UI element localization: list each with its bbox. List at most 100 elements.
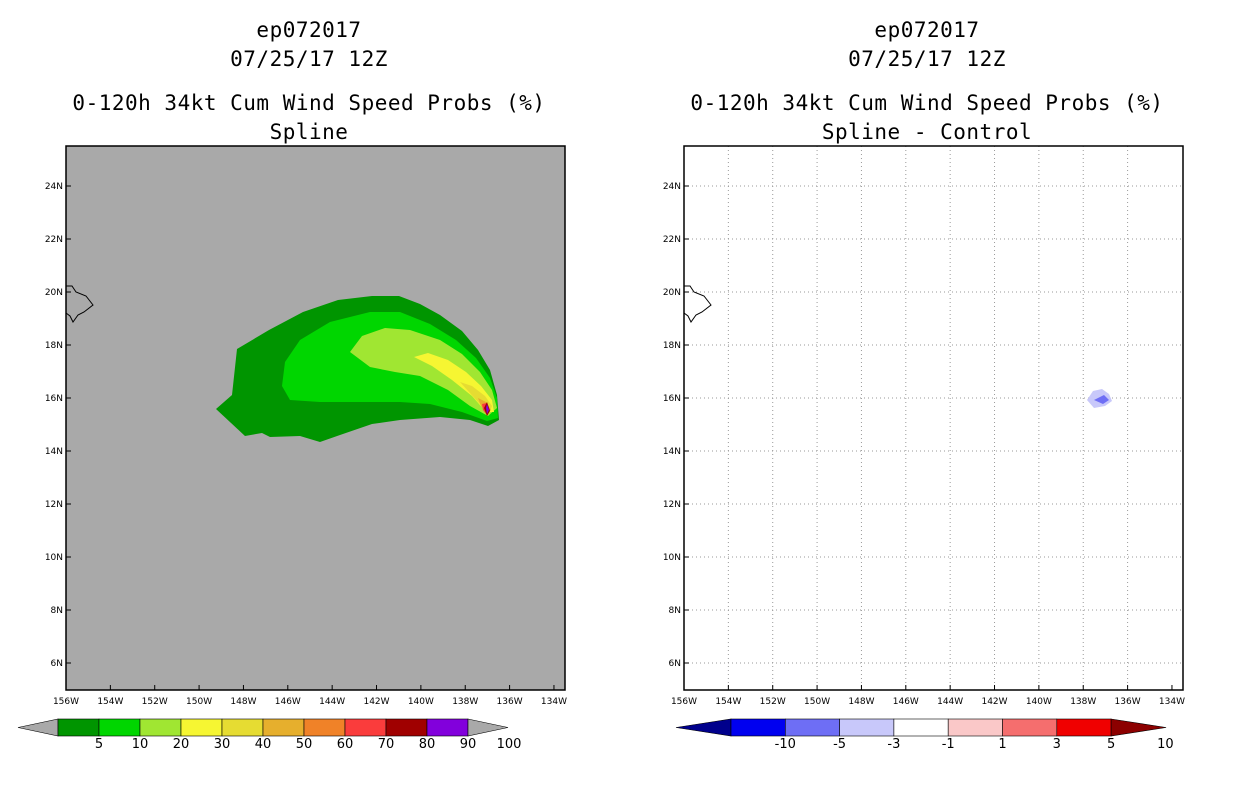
colorbar-label: -5 [833,737,846,752]
hawaii-coastline [65,285,94,323]
lat-tick-label: 22N [663,235,681,245]
map-title: 0-120h 34kt Cum Wind Speed Probs (%) [72,91,546,115]
forecast-datetime: 07/25/17 12Z [848,47,1006,71]
lon-tick-label: 154W [715,697,741,707]
lon-tick-label: 146W [893,697,919,707]
colorbar-label: 60 [337,737,354,752]
lat-tick-label: 14N [663,447,681,457]
lat-tick-label: 16N [45,394,63,404]
colorbar-label: 80 [419,737,436,752]
lat-tick-label: 8N [51,606,63,616]
difference-contours [1087,389,1112,408]
colorbar-label: 5 [95,737,103,752]
colorbar-label: -3 [887,737,900,752]
difference-map: 24N 22N 20N 18N 16N 14N 12N 10N 8N 6N 156W 154W 152… [663,145,1185,752]
colorbar-swatch [344,718,387,737]
probability-contours [216,296,499,442]
lat-tick-label: 24N [45,182,63,192]
lon-tick-label: 140W [408,697,434,707]
colorbar-swatch [303,718,346,737]
colorbar-high-arrow [467,718,509,737]
lat-tick-label: 8N [669,606,681,616]
lat-tick-label: 16N [663,394,681,404]
lat-tick-label: 14N [45,447,63,457]
colorbar-swatch [262,718,305,737]
lon-tick-label: 152W [760,697,786,707]
lat-tick-label: 6N [51,659,63,669]
lat-tick-label: 20N [663,288,681,298]
colorbar-swatch [385,718,428,737]
gridlines [684,146,1183,690]
colorbar-label: -1 [942,737,955,752]
contour-20 [350,328,497,416]
map-frame [65,145,566,691]
colorbar-label: 10 [132,737,149,752]
colorbar-label: 20 [173,737,190,752]
hawaii-coastline [683,285,712,323]
map-background [684,146,1183,690]
colorbar-label: 10 [1157,737,1174,752]
colorbar-swatch [139,718,182,737]
colorbar-swatch [98,718,141,737]
colorbar-swatch [730,718,786,737]
lon-tick-label: 150W [804,697,830,707]
colorbar-label: 1 [998,737,1006,752]
colorbar-label: -10 [775,737,796,752]
storm-id: ep072017 [256,18,362,42]
map-subtitle: Spline - Control [821,120,1033,144]
left-panel: ep072017 07/25/17 12Z 0-120h 34kt Cum Wi… [17,18,567,752]
right-panel: ep072017 07/25/17 12Z 0-120h 34kt Cum Wi… [618,0,1236,800]
colorbar-swatch [180,718,223,737]
colorbar-low-arrow [675,718,732,737]
storm-id: ep072017 [874,18,980,42]
colorbar-swatch [839,718,895,737]
colorbar: 5 10 20 30 40 50 60 70 80 90 100 [17,718,522,752]
lat-tick-label: 24N [663,182,681,192]
colorbar-label: 30 [214,737,231,752]
lat-tick-label: 10N [663,553,681,563]
lon-tick-label: 136W [1115,697,1141,707]
lat-tick-label: 10N [45,553,63,563]
lon-tick-label: 146W [275,697,301,707]
lon-tick-label: 148W [848,697,874,707]
lat-tick-label: 22N [45,235,63,245]
lat-tick-label: 6N [669,659,681,669]
colorbar-label: 50 [296,737,313,752]
lon-tick-label: 156W [53,697,79,707]
lon-tick-label: 136W [497,697,523,707]
map-subtitle: Spline [269,120,349,144]
colorbar-low-arrow [17,718,59,737]
lat-tick-label: 12N [663,500,681,510]
lon-tick-label: 142W [363,697,389,707]
colorbar: -10 -5 -3 -1 1 3 5 10 [675,718,1174,752]
colorbar-swatch [893,718,949,737]
lon-tick-label: 144W [319,697,345,707]
forecast-datetime: 07/25/17 12Z [230,47,388,71]
lat-tick-label: 12N [45,500,63,510]
lon-tick-label: 134W [1159,697,1185,707]
lon-tick-label: 154W [97,697,123,707]
colorbar-swatch [426,718,469,737]
contour-minus-3 [1094,395,1109,404]
contour-90 [486,404,489,414]
lon-tick-label: 152W [142,697,168,707]
lon-tick-label: 138W [1070,697,1096,707]
colorbar-label: 70 [378,737,395,752]
map-frame [683,145,1184,691]
colorbar-label: 90 [460,737,477,752]
colorbar-swatch [57,718,100,737]
probability-map: 24N 22N 20N 18N 16N 14N 12N 10N 8N 6N 156W 154W 152… [17,145,567,752]
colorbar-swatch [221,718,264,737]
lon-tick-label: 134W [541,697,567,707]
lon-tick-label: 148W [230,697,256,707]
colorbar-swatch [1002,718,1058,737]
colorbar-label: 100 [497,737,522,752]
lon-tick-label: 150W [186,697,212,707]
lon-tick-label: 140W [1026,697,1052,707]
map-title: 0-120h 34kt Cum Wind Speed Probs (%) [690,91,1164,115]
colorbar-label: 5 [1107,737,1115,752]
lon-tick-label: 144W [937,697,963,707]
lat-tick-label: 18N [663,341,681,351]
colorbar-high-arrow [1110,718,1167,737]
lon-tick-label: 142W [981,697,1007,707]
